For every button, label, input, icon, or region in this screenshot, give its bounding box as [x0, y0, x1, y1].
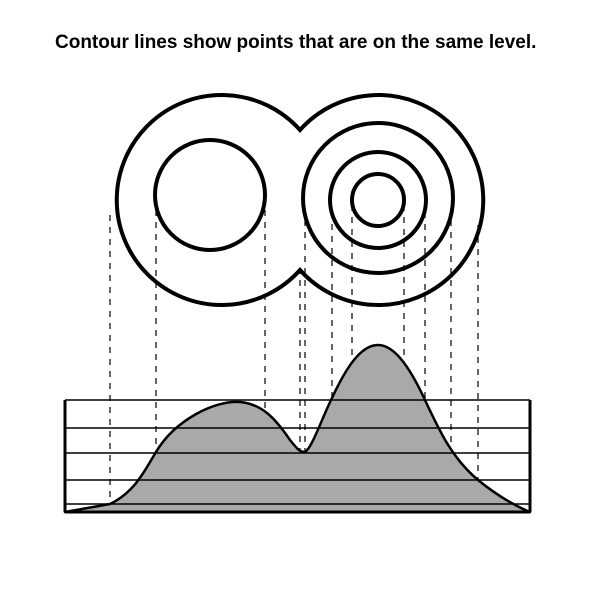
contour-diagram — [0, 0, 600, 600]
contour-ring-left-0 — [155, 140, 265, 250]
profile-base-mask — [65, 512, 530, 552]
elevation-profile — [65, 345, 530, 552]
contour-ring-right-0 — [303, 123, 453, 273]
contour-ring-right-2 — [352, 174, 404, 226]
contour-ring-right-1 — [330, 152, 426, 248]
